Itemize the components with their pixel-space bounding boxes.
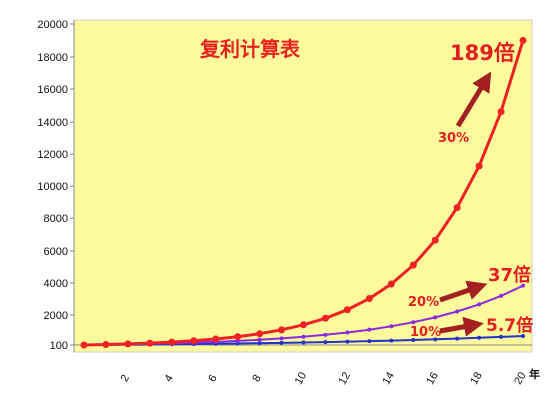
series-point xyxy=(389,338,394,343)
annotation-10pct-arrow xyxy=(439,316,484,337)
annotation-20pct: 37倍 20% xyxy=(408,264,531,310)
annotation-30pct-arrow xyxy=(455,71,492,128)
x-tick-label: 4 xyxy=(162,373,175,384)
y-tick-label: 16000 xyxy=(37,84,68,96)
series-point xyxy=(521,283,525,288)
x-axis-label: 年 xyxy=(529,367,540,381)
series-point xyxy=(477,302,482,307)
annotation-20pct-rate: 20% xyxy=(408,295,439,310)
x-tick-label: 12 xyxy=(337,370,354,387)
series-point xyxy=(367,339,372,344)
series-point xyxy=(279,340,284,345)
series-point xyxy=(411,337,416,342)
series-point xyxy=(168,338,176,346)
x-tick-label: 10 xyxy=(293,370,310,387)
series-point xyxy=(365,295,373,303)
y-tick-labels: 100 2000 4000 6000 8000 10000 12000 14000 16000 1… xyxy=(37,19,74,352)
annotation-20pct-result: 37倍 xyxy=(488,264,531,286)
annotation-30pct-result: 189倍 xyxy=(450,41,515,65)
y-tick-label: 100 xyxy=(50,340,68,352)
series-point xyxy=(455,336,460,341)
series-point xyxy=(455,309,460,314)
annotation-10pct-rate: 10% xyxy=(410,325,441,340)
y-tick-label: 8000 xyxy=(44,213,68,225)
series-point xyxy=(521,333,525,338)
annotation-10pct-result: 5.7倍 xyxy=(486,315,533,336)
x-tick-label: 18 xyxy=(468,370,485,387)
series-point xyxy=(301,340,306,345)
series-point xyxy=(475,162,483,170)
series-layer xyxy=(80,36,527,349)
annotation-30pct-rate: 30% xyxy=(438,131,469,146)
series-point xyxy=(146,339,154,347)
annotation-30pct: 189倍 30% xyxy=(438,41,515,146)
y-tick-label: 6000 xyxy=(44,246,68,258)
plot-area xyxy=(73,19,533,353)
x-tick-label: 16 xyxy=(424,370,441,387)
series-point xyxy=(279,336,284,341)
series-point xyxy=(345,339,350,344)
series-point xyxy=(321,314,329,322)
chart-title: 复利计算表 xyxy=(199,37,301,61)
y-tick-label: 20000 xyxy=(37,19,68,31)
series-point xyxy=(234,333,242,341)
series-point xyxy=(323,332,328,337)
x-tick-labels: 2 4 6 8 10 12 14 16 18 20 xyxy=(119,370,529,387)
y-tick-label: 10000 xyxy=(37,181,68,193)
watermark: 头条号 / godreameng xyxy=(372,393,496,407)
series-point xyxy=(80,341,88,349)
series-point xyxy=(433,337,438,342)
series-point xyxy=(499,334,504,339)
series-point xyxy=(190,337,198,345)
series-point xyxy=(278,326,286,334)
series-point xyxy=(124,340,132,348)
series-point xyxy=(387,280,395,288)
series-point xyxy=(301,334,306,339)
y-tick-label: 12000 xyxy=(37,149,68,161)
series-point xyxy=(343,306,351,314)
series-point xyxy=(411,320,416,325)
series-point xyxy=(300,321,307,329)
series-point xyxy=(519,36,527,44)
series-point xyxy=(497,108,505,116)
series-point xyxy=(477,335,482,340)
y-tick-label: 14000 xyxy=(37,117,68,129)
y-tick-label: 18000 xyxy=(37,52,68,64)
x-tick-label: 6 xyxy=(206,373,219,384)
series-point xyxy=(409,261,417,269)
series-point xyxy=(453,204,461,212)
series-point xyxy=(323,340,328,345)
series-point xyxy=(102,341,110,349)
series-point xyxy=(345,330,350,335)
x-tick-label: 14 xyxy=(380,370,397,387)
annotation-20pct-arrow xyxy=(439,280,488,303)
series-point xyxy=(257,337,262,342)
series-point xyxy=(431,236,439,244)
series-point xyxy=(257,341,262,346)
annotation-10pct: 5.7倍 10% xyxy=(410,315,533,340)
series-point xyxy=(212,335,220,343)
series-point xyxy=(433,315,438,320)
x-tick-label: 2 xyxy=(119,373,132,384)
x-tick-label: 8 xyxy=(250,373,263,384)
series-point xyxy=(499,293,504,298)
x-tick-label: 20 xyxy=(512,370,529,387)
y-tick-label: 2000 xyxy=(44,310,68,322)
series-point xyxy=(256,330,264,338)
y-tick-label: 4000 xyxy=(44,278,68,290)
series-point xyxy=(367,327,372,332)
series-point xyxy=(389,324,394,329)
